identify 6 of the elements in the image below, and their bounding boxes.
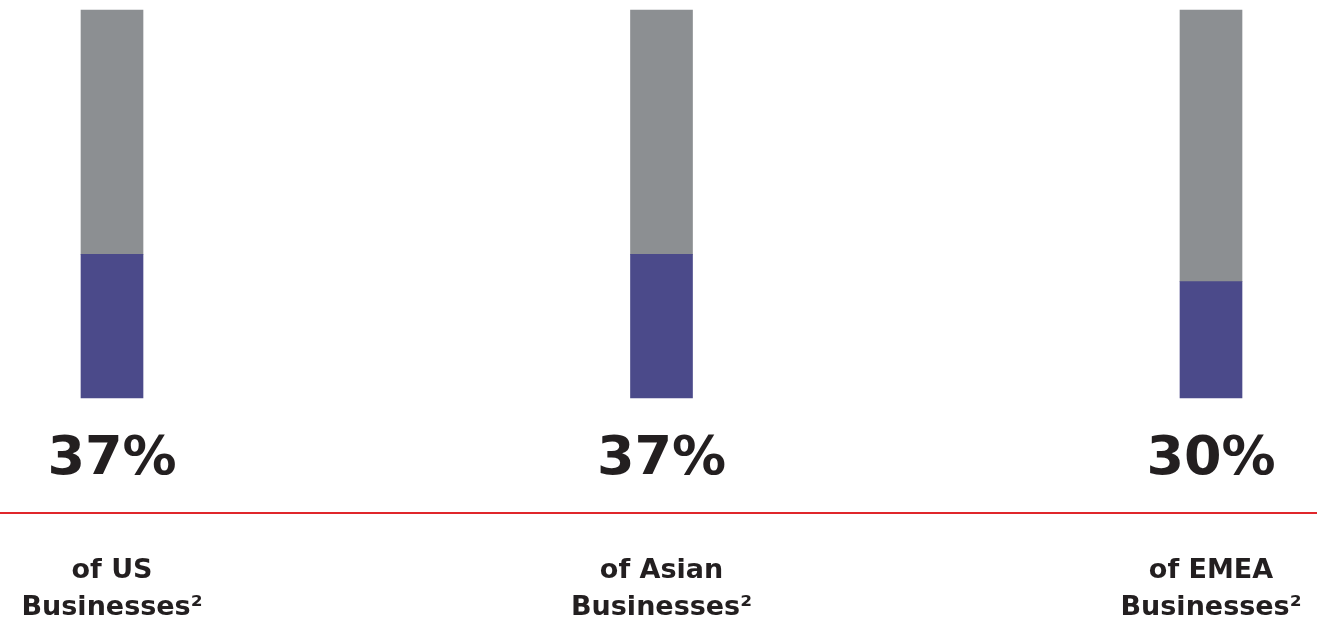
data-label: 37%: [47, 424, 177, 488]
data-label: 37%: [596, 424, 727, 488]
x-tick-label: of Asian Businesses²: [570, 553, 753, 621]
x-tick-label: of EMEA Businesses²: [1120, 553, 1302, 621]
data-label: 30%: [1146, 424, 1276, 488]
x-tick-label: of US Businesses²: [21, 553, 203, 621]
